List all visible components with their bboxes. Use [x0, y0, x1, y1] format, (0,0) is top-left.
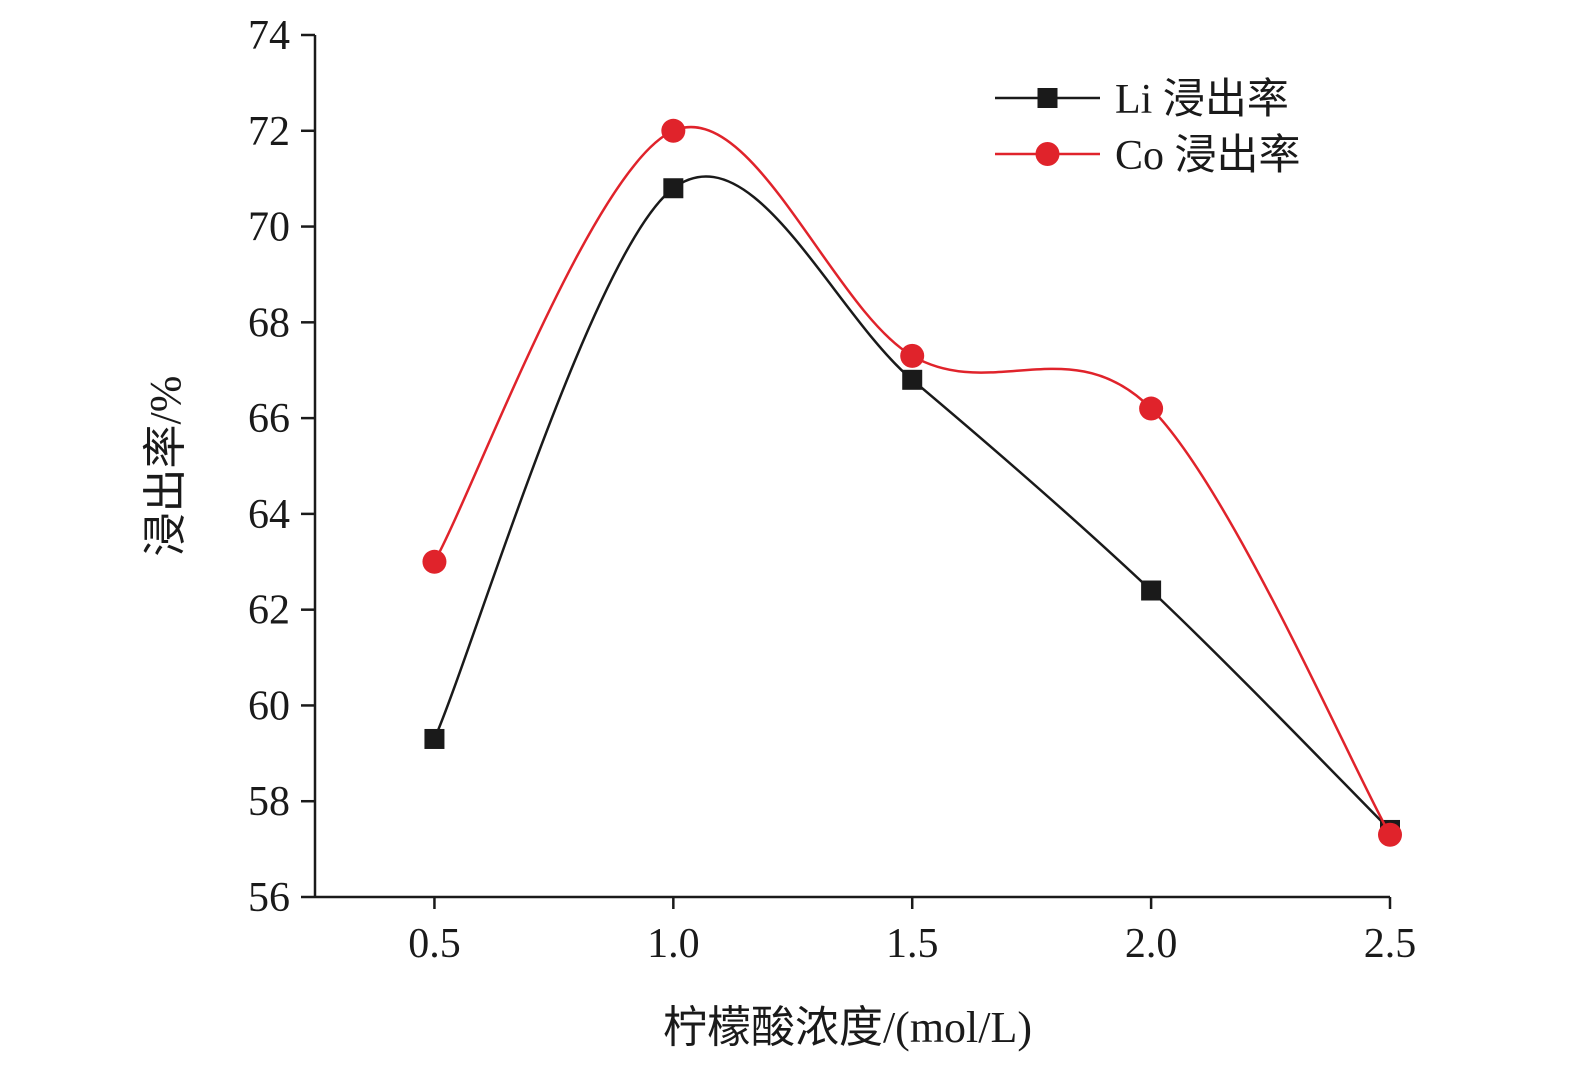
y-tick-label: 66 — [248, 396, 290, 442]
x-tick-label: 1.5 — [886, 921, 939, 967]
y-tick-label: 64 — [248, 492, 290, 538]
data-point-circle — [1139, 396, 1164, 421]
y-tick-label: 70 — [248, 205, 290, 251]
data-point-square — [1141, 580, 1162, 601]
x-tick-label: 1.0 — [647, 921, 700, 967]
data-point-circle — [1378, 822, 1402, 847]
axes — [313, 35, 1390, 899]
data-point-square — [424, 728, 445, 749]
x-tick-label: 2.0 — [1125, 921, 1178, 967]
y-tick-label: 60 — [248, 683, 290, 729]
y-tick-label: 72 — [248, 109, 290, 155]
series-co — [422, 118, 1402, 847]
data-point-circle — [661, 118, 686, 143]
legend-item: Co 浸出率 — [995, 132, 1301, 179]
legend-item: Li 浸出率 — [995, 76, 1289, 123]
series-line — [433, 126, 1392, 836]
series-layer — [422, 118, 1402, 847]
x-tick-label: 2.5 — [1364, 921, 1417, 967]
x-axis-title: 柠檬酸浓度/(mol/L) — [663, 1003, 1032, 1052]
legend-marker-square — [1037, 88, 1058, 108]
y-tick-label: 58 — [248, 779, 290, 825]
y-tick-label: 68 — [248, 300, 290, 346]
data-point-circle — [900, 343, 925, 368]
legend: Li 浸出率 Co 浸出率 — [995, 76, 1301, 179]
y-tick-label: 74 — [248, 13, 290, 59]
legend-label: Li 浸出率 — [1115, 76, 1289, 123]
y-tick-label: 62 — [248, 588, 290, 634]
data-point-square — [663, 178, 684, 199]
x-tick-label: 0.5 — [408, 921, 461, 967]
series-li — [424, 175, 1400, 840]
y-tick-label: 56 — [248, 875, 290, 921]
series-line — [433, 175, 1391, 831]
data-point-circle — [422, 549, 447, 574]
y-axis-title: 浸出率/% — [141, 376, 190, 557]
y-ticks: 56 58 60 62 64 66 68 70 72 74 — [248, 13, 315, 921]
x-ticks: 0.5 1.0 1.5 2.0 2.5 — [408, 897, 1416, 967]
legend-label: Co 浸出率 — [1115, 132, 1301, 179]
data-point-square — [902, 369, 923, 390]
legend-marker-circle — [1035, 142, 1060, 166]
